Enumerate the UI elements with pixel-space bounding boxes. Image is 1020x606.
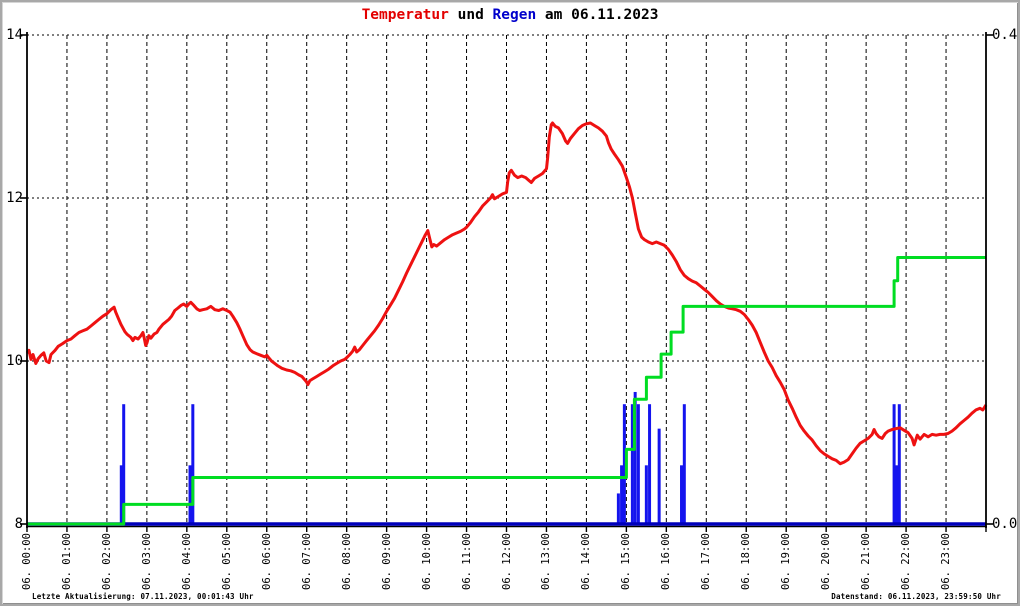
x-axis-label: 06. 04:00 (180, 533, 193, 590)
y-axis-left-label: 12 (6, 190, 23, 206)
y-axis-right-label: 0.0 (992, 516, 1018, 532)
rain-bar (191, 404, 195, 524)
rain-bar (644, 465, 648, 524)
rain-bar (897, 404, 901, 524)
x-axis-label: 06. 01:00 (60, 533, 73, 590)
x-axis-label: 06. 11:00 (460, 533, 473, 590)
rain-cumulative-line (27, 256, 986, 526)
x-axis-label: 06. 13:00 (540, 533, 553, 590)
x-axis-label: 06. 00:00 (21, 533, 33, 590)
y-axis-left-label: 14 (6, 27, 23, 43)
x-axis-label: 06. 05:00 (220, 533, 233, 590)
title-date: am 06.11.2023 (536, 7, 659, 23)
rain-bar (682, 404, 686, 524)
x-axis-label: 06. 09:00 (380, 533, 393, 590)
rain-bar (188, 465, 192, 524)
x-axis-label: 06. 14:00 (580, 533, 593, 590)
x-axis-label: 06. 12:00 (500, 533, 513, 590)
footer-last-update: Letzte Aktualisierung: 07.11.2023, 00:01… (32, 592, 254, 601)
x-axis-label: 06. 07:00 (300, 533, 313, 590)
rain-bar (622, 404, 626, 524)
chart-title: Temperatur und Regen am 06.11.2023 (2, 7, 1018, 23)
x-axis-label: 06. 23:00 (940, 533, 953, 590)
rain-bar (616, 493, 620, 524)
rain-bar (119, 465, 123, 524)
y-axis-left-label: 10 (6, 353, 23, 369)
x-axis-label: 06. 20:00 (820, 533, 833, 590)
x-axis-label: 06. 16:00 (660, 533, 673, 590)
x-axis-label: 06. 19:00 (780, 533, 793, 590)
rain-bar (122, 404, 126, 524)
x-axis-label: 06. 02:00 (100, 533, 113, 590)
rain-bar (633, 391, 637, 524)
rain-bar (657, 428, 661, 524)
rain-bar (620, 465, 624, 524)
x-axis-label: 06. 10:00 (420, 533, 433, 590)
x-axis-label: 06. 06:00 (260, 533, 273, 590)
footer-data-state: Datenstand: 06.11.2023, 23:59:50 Uhr (831, 592, 1001, 601)
y-axis-left-label: 8 (14, 516, 23, 532)
rain-bar (680, 465, 684, 524)
y-axis-right-label: 0.4 (992, 27, 1018, 43)
rain-bar (892, 404, 896, 524)
x-axis-label: 06. 03:00 (140, 533, 153, 590)
x-axis-label: 06. 15:00 (620, 533, 633, 590)
x-axis-label: 06. 18:00 (740, 533, 753, 590)
x-axis-label: 06. 17:00 (700, 533, 713, 590)
x-axis-label: 06. 08:00 (340, 533, 353, 590)
title-und: und (448, 7, 493, 23)
rain-bar (636, 404, 640, 524)
rain-bar (630, 404, 634, 524)
title-regen: Regen (492, 7, 537, 23)
rain-bar (648, 404, 652, 524)
temperature-line (25, 121, 988, 466)
title-temperatur: Temperatur (361, 7, 449, 23)
rain-bar (894, 465, 898, 524)
x-axis-label: 06. 22:00 (900, 533, 913, 590)
x-axis-label: 06. 21:00 (860, 533, 873, 590)
